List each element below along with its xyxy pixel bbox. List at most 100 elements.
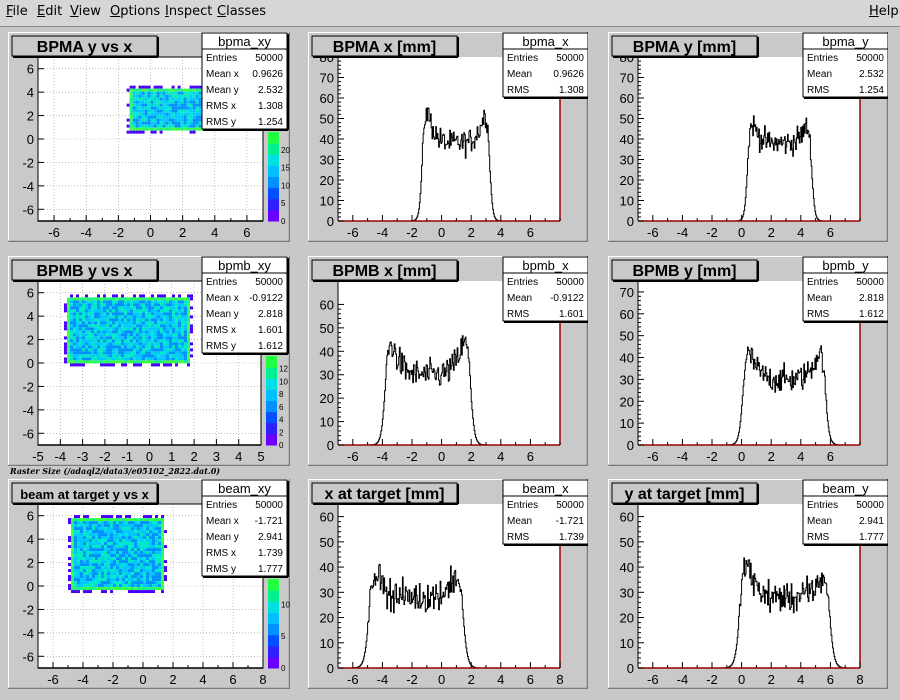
- heatmap-cell: [125, 515, 128, 519]
- pad-bpmb_y[interactable]: -6 -4 -2 0 2 4 6 0 10 20 30 40 50 60 70 BPMB y [mm] bpmb…: [608, 256, 888, 466]
- heatmap-cell: [146, 545, 149, 549]
- heatmap-cell: [156, 357, 160, 361]
- pad-bpmb_xy[interactable]: -5 -4 -3 -2 -1 0 1 2 3 4 5 -6 -4 -2 0 2 4 6 0 2 4 6 8 10 12 BPMB …: [8, 256, 290, 466]
- heatmap-cell: [129, 109, 133, 113]
- heatmap-cell: [164, 545, 167, 549]
- heatmap-cell: [134, 518, 137, 522]
- heatmap-cell: [99, 300, 103, 304]
- pad-bpma_y[interactable]: -6-4-2024601020304050607080BPMA y [mm]bp…: [608, 32, 888, 242]
- heatmap-cell: [180, 315, 184, 319]
- heatmap-cell: [158, 548, 161, 552]
- heatmap-cell: [105, 309, 109, 313]
- heatmap-cell: [111, 318, 115, 322]
- heatmap-cell: [117, 339, 121, 343]
- heatmap-cell: [168, 348, 172, 352]
- x-tick-label: 2: [190, 449, 197, 464]
- heatmap-cell: [171, 97, 175, 101]
- heatmap-cell: [132, 354, 136, 358]
- heatmap-cell: [96, 339, 100, 343]
- heatmap-cell: [140, 518, 143, 522]
- heatmap-cell: [113, 548, 116, 552]
- heatmap-cell: [99, 321, 103, 325]
- palette-label: 10: [281, 600, 290, 609]
- heatmap-cell: [159, 351, 163, 355]
- heatmap-cell: [126, 336, 130, 340]
- heatmap-cell: [150, 330, 154, 334]
- heatmap-cell: [129, 312, 133, 316]
- x-tick-label: -3: [77, 449, 89, 464]
- heatmap-cell: [138, 109, 142, 113]
- heatmap-cell: [74, 548, 77, 552]
- pad-beam_x[interactable]: -6 -4 -2 0 2 4 6 8 0 10 20 30 40 50 60 x at target [mm]…: [308, 479, 588, 689]
- heatmap-cell: [77, 566, 80, 570]
- y-tick-label: 4: [27, 532, 34, 547]
- heatmap-cell: [116, 533, 119, 537]
- heatmap-cell: [168, 303, 172, 307]
- stats-key: RMS x: [206, 325, 236, 336]
- heatmap-cell: [123, 342, 127, 346]
- pad-beam_xy[interactable]: -6 -4 -2 0 2 4 6 8 -6 -4 -2 0 2 4 6 0 5 10 beam at target …: [8, 479, 290, 689]
- heatmap-cell: [186, 339, 190, 343]
- heatmap-cell: [92, 560, 95, 564]
- menu-help[interactable]: Help: [869, 4, 899, 19]
- heatmap-cell: [99, 345, 103, 349]
- menu-view[interactable]: View: [70, 4, 101, 19]
- heatmap-cell: [122, 557, 125, 561]
- heatmap-cell: [78, 354, 82, 358]
- x-tick-label: 6: [827, 449, 834, 464]
- heatmap-cell: [66, 297, 70, 301]
- menu-edit[interactable]: Edit: [37, 4, 63, 19]
- menu-classes[interactable]: Classes: [217, 4, 266, 19]
- heatmap-cell: [72, 300, 76, 304]
- stats-name: bpma_x: [522, 34, 569, 49]
- heatmap-cell: [104, 560, 107, 564]
- heatmap-cell: [159, 97, 163, 101]
- heatmap-cell: [71, 542, 74, 546]
- heatmap-cell: [92, 575, 95, 579]
- menu-file[interactable]: File: [6, 4, 28, 19]
- heatmap-cell: [165, 339, 169, 343]
- menu-options[interactable]: Options: [110, 4, 161, 19]
- heatmap-cell: [114, 294, 118, 298]
- heatmap-cell: [183, 324, 187, 328]
- heatmap-cell: [81, 303, 85, 307]
- x-tick-label: 0: [438, 225, 445, 240]
- heatmap-cell: [156, 112, 160, 116]
- heatmap-cell: [110, 521, 113, 525]
- heatmap-cell: [168, 91, 172, 95]
- heatmap-cell: [132, 91, 136, 95]
- pad-beam_y[interactable]: -6 -4 -2 0 2 4 6 8 0 10 20 30 40 50 60 y at target [mm]…: [608, 479, 888, 689]
- heatmap-cell: [77, 545, 80, 549]
- heatmap-cell: [138, 300, 142, 304]
- heatmap-cell: [137, 521, 140, 525]
- heatmap-cell: [99, 357, 103, 361]
- heatmap-cell: [83, 545, 86, 549]
- heatmap-cell: [180, 127, 184, 131]
- heatmap-cell: [137, 518, 140, 522]
- pad-bpma_x[interactable]: -6-4-2024601020304050607080BPMA x [mm]bp…: [308, 32, 588, 242]
- heatmap-cell: [71, 578, 74, 582]
- menu-inspect[interactable]: Inspect: [165, 4, 213, 19]
- heatmap-cell: [111, 342, 115, 346]
- heatmap-cell: [141, 312, 145, 316]
- heatmap-cell: [147, 336, 151, 340]
- heatmap-cell: [98, 533, 101, 537]
- heatmap-cell: [138, 339, 142, 343]
- heatmap-cell: [104, 554, 107, 558]
- heatmap-cell: [153, 121, 157, 125]
- heatmap-cell: [95, 521, 98, 525]
- heatmap-cell: [140, 581, 143, 585]
- pad-bpmb_x[interactable]: -6 -4 -2 0 2 4 6 0 10 20 30 40 50 60 BPMB x [mm] bpmb_x…: [308, 256, 588, 466]
- heatmap-cell: [183, 300, 187, 304]
- heatmap-cell: [83, 569, 86, 573]
- heatmap-cell: [96, 333, 100, 337]
- heatmap-cell: [63, 303, 67, 307]
- heatmap-cell: [83, 554, 86, 558]
- heatmap-cell: [69, 321, 73, 325]
- heatmap-cell: [72, 321, 76, 325]
- heatmap-cell: [114, 354, 118, 358]
- x-tick-label: -4: [677, 225, 689, 240]
